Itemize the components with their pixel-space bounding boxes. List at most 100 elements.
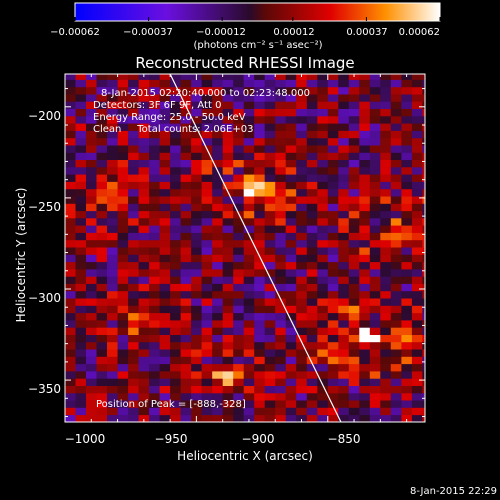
heatmap-cell <box>117 210 129 219</box>
heatmap-cell <box>338 276 350 284</box>
heatmap-cell <box>128 86 139 95</box>
heatmap-cell <box>159 152 171 160</box>
heatmap-cell <box>327 166 339 175</box>
heatmap-cell <box>254 86 266 95</box>
heatmap-cell <box>390 320 402 328</box>
heatmap-cell <box>128 196 139 204</box>
heatmap-cell <box>96 159 108 168</box>
heatmap-cell <box>285 371 297 379</box>
heatmap-cell <box>191 312 202 321</box>
heatmap-cell <box>359 247 371 255</box>
heatmap-cell <box>159 130 171 139</box>
heatmap-cell <box>159 123 171 131</box>
heatmap-cell <box>317 196 329 204</box>
heatmap-cell <box>75 145 87 153</box>
heatmap-cell <box>380 363 392 372</box>
heatmap-cell <box>222 166 234 175</box>
heatmap-cell <box>107 290 118 299</box>
heatmap-cell <box>264 320 276 328</box>
heatmap-cell <box>275 210 287 219</box>
heatmap-cell <box>254 210 266 219</box>
heatmap-cell <box>359 145 371 153</box>
heatmap-cell <box>254 188 266 197</box>
heatmap-cell <box>306 247 318 255</box>
heatmap-cell <box>338 115 350 124</box>
heatmap-cell <box>296 203 308 212</box>
heatmap-cell <box>65 123 76 131</box>
heatmap-cell <box>191 232 202 241</box>
heatmap-cell <box>359 261 371 270</box>
heatmap-cell <box>380 145 392 153</box>
heatmap-cell <box>96 254 108 263</box>
heatmap-cell <box>411 203 423 212</box>
heatmap-cell <box>306 261 318 270</box>
heatmap-cell <box>275 400 287 408</box>
heatmap-cell <box>401 305 413 314</box>
heatmap-cell <box>65 159 76 168</box>
heatmap-cell <box>128 225 139 233</box>
heatmap-cell <box>75 400 87 408</box>
heatmap-cell <box>390 108 402 117</box>
heatmap-cell <box>233 123 245 131</box>
heatmap-cell <box>380 166 392 175</box>
heatmap-cell <box>380 188 392 197</box>
heatmap-cell <box>180 232 192 241</box>
heatmap-image <box>65 74 425 422</box>
heatmap-cell <box>243 320 255 328</box>
heatmap-cell <box>359 79 371 88</box>
heatmap-cell <box>159 312 171 321</box>
heatmap-cell <box>285 400 297 408</box>
heatmap-cell <box>338 298 350 306</box>
heatmap-cell <box>212 414 224 422</box>
heatmap-cell <box>369 217 381 226</box>
heatmap-cell <box>254 79 266 88</box>
heatmap-cell <box>149 188 160 197</box>
heatmap-cell <box>275 334 287 343</box>
heatmap-cell <box>86 392 97 401</box>
heatmap-cell <box>170 349 181 357</box>
heatmap-cell <box>75 334 87 343</box>
heatmap-cell <box>401 363 413 372</box>
heatmap-cell <box>254 239 266 248</box>
heatmap-cell <box>401 159 413 168</box>
heatmap-cell <box>275 290 287 299</box>
heatmap-cell <box>401 217 413 226</box>
heatmap-cell <box>170 327 181 335</box>
heatmap-cell <box>65 305 76 314</box>
heatmap-cell <box>338 210 350 219</box>
heatmap-cell <box>212 356 224 365</box>
heatmap-cell <box>201 407 213 416</box>
heatmap-cell <box>338 174 350 182</box>
heatmap-cell <box>149 305 160 314</box>
heatmap-cell <box>254 269 266 277</box>
heatmap-cell <box>348 210 360 219</box>
heatmap-cell <box>359 407 371 416</box>
heatmap-cell <box>390 400 402 408</box>
heatmap-cell <box>296 196 308 204</box>
heatmap-cell <box>296 86 308 95</box>
heatmap-cell <box>149 166 160 175</box>
heatmap-cell <box>264 290 276 299</box>
heatmap-cell <box>390 86 402 95</box>
heatmap-cell <box>359 101 371 109</box>
heatmap-cell <box>170 86 181 95</box>
heatmap-cell <box>149 115 160 124</box>
heatmap-cell <box>65 385 76 394</box>
heatmap-cell <box>296 159 308 168</box>
heatmap-cell <box>212 196 224 204</box>
heatmap-cell <box>254 290 266 299</box>
heatmap-cell <box>306 290 318 299</box>
heatmap-cell <box>180 283 192 292</box>
heatmap-cell <box>191 407 202 416</box>
heatmap-cell <box>380 137 392 146</box>
heatmap-cell <box>390 298 402 306</box>
heatmap-cell <box>275 385 287 394</box>
heatmap-cell <box>317 247 329 255</box>
heatmap-cell <box>359 305 371 314</box>
heatmap-cell <box>380 74 392 80</box>
heatmap-cell <box>233 152 245 160</box>
heatmap-cell <box>117 371 129 379</box>
heatmap-cell <box>275 108 287 117</box>
heatmap-cell <box>411 188 423 197</box>
heatmap-cell <box>180 225 192 233</box>
